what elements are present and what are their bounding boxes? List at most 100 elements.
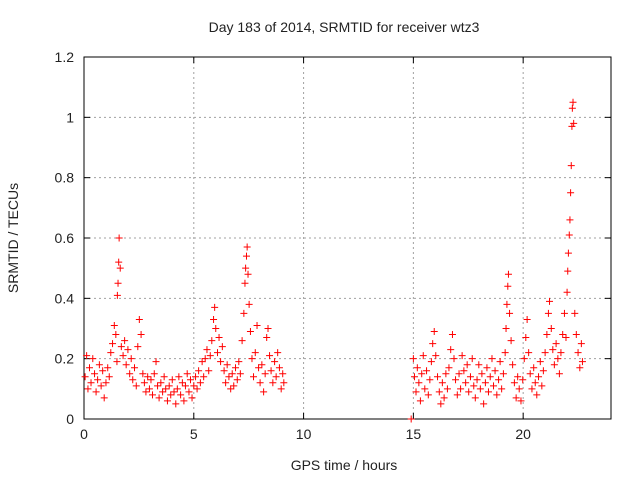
data-point [124,346,132,354]
data-point [530,364,538,372]
data-point [438,379,446,387]
data-point [217,358,225,366]
data-point [256,379,264,387]
data-point [95,361,103,369]
data-point [483,364,491,372]
data-point [525,349,533,357]
data-point [460,367,468,375]
data-point [152,358,160,366]
data-point [547,325,555,332]
data-point [155,394,163,402]
data-point [113,358,121,366]
data-point [264,325,272,332]
data-point [562,334,570,342]
data-point [190,382,198,390]
data-point [574,349,582,357]
data-point [84,385,92,393]
data-point [563,288,571,296]
data-point [210,315,218,323]
data-point [157,379,165,387]
data-points [81,98,586,423]
data-point [223,361,231,369]
data-point [277,385,285,393]
data-point [528,385,536,393]
data-point [147,376,155,384]
y-tick-label: 0 [66,411,74,427]
data-point [450,355,458,363]
data-point [544,309,552,317]
data-point [211,303,219,311]
data-point [233,376,241,384]
data-point [555,370,563,378]
data-point [539,367,547,375]
data-point [243,243,251,251]
y-axis-label: SRMTID / TECUs [5,183,21,293]
data-point [510,379,518,387]
data-point [443,385,451,393]
x-axis-label: GPS time / hours [291,457,398,473]
data-point [160,373,168,381]
data-point [523,315,531,323]
data-point [570,119,578,127]
data-point [240,309,248,317]
data-point [99,367,107,375]
data-point [486,373,494,381]
data-point [122,361,130,369]
data-point [238,337,246,345]
data-point [235,358,243,366]
tick-labels: 0 5 10 15 20 0 0.2 0.4 0.6 0.8 1 1.2 [55,49,532,442]
y-tick-label: 0.2 [55,351,75,367]
data-point [135,315,143,323]
data-point [115,258,123,266]
data-point [519,376,527,384]
data-point [504,282,512,290]
data-point [526,370,534,378]
data-point [185,388,193,396]
data-point [172,400,180,408]
data-point [549,346,557,354]
data-point [496,358,504,366]
data-point [512,394,520,402]
data-point [473,376,481,384]
data-point [515,385,523,393]
data-point [429,340,437,348]
x-tick-label: 0 [80,426,88,442]
data-point [228,370,236,378]
data-point [215,334,223,342]
data-point [260,388,268,396]
data-point [435,388,443,396]
data-point [440,394,448,402]
data-point [499,370,507,378]
data-point [501,349,509,357]
data-point [81,373,89,381]
data-point [159,388,167,396]
data-point [195,367,203,375]
data-point [212,325,220,332]
data-point [447,346,455,354]
data-point [559,331,567,339]
data-point [110,321,118,329]
data-point [121,337,129,345]
data-point [119,352,127,360]
data-point [139,370,147,378]
data-point [162,385,170,393]
data-point [107,349,115,357]
data-point [577,340,585,348]
data-point [203,346,211,354]
data-point [165,382,173,390]
data-point [567,189,575,197]
data-point [261,370,269,378]
data-point [430,328,438,336]
data-point [462,379,470,387]
data-point [557,349,565,357]
data-point [109,340,117,348]
data-point [275,364,283,372]
y-tick-label: 0.4 [55,290,75,306]
data-point [427,358,435,366]
data-point [201,355,209,363]
data-point [126,370,134,378]
data-point [140,379,148,387]
data-point [280,379,288,387]
data-point [163,397,171,405]
data-point [117,343,125,351]
